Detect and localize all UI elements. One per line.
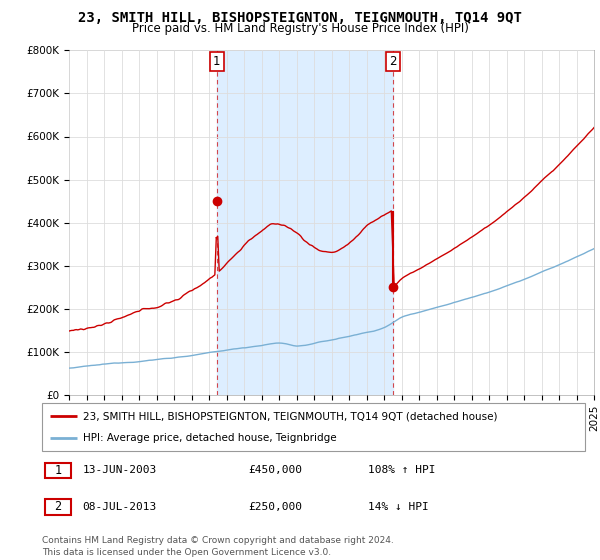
- FancyBboxPatch shape: [42, 403, 585, 451]
- Text: 23, SMITH HILL, BISHOPSTEIGNTON, TEIGNMOUTH, TQ14 9QT (detached house): 23, SMITH HILL, BISHOPSTEIGNTON, TEIGNMO…: [83, 411, 497, 421]
- Text: 13-JUN-2003: 13-JUN-2003: [83, 465, 157, 475]
- Text: 108% ↑ HPI: 108% ↑ HPI: [368, 465, 436, 475]
- Text: 08-JUL-2013: 08-JUL-2013: [83, 502, 157, 512]
- Text: 14% ↓ HPI: 14% ↓ HPI: [368, 502, 428, 512]
- Text: HPI: Average price, detached house, Teignbridge: HPI: Average price, detached house, Teig…: [83, 433, 337, 443]
- FancyBboxPatch shape: [45, 463, 71, 478]
- Text: 2: 2: [54, 500, 61, 514]
- Text: £250,000: £250,000: [248, 502, 302, 512]
- Text: 2: 2: [389, 55, 397, 68]
- Text: £450,000: £450,000: [248, 465, 302, 475]
- FancyBboxPatch shape: [45, 499, 71, 515]
- Bar: [217, 50, 393, 395]
- Text: Contains HM Land Registry data © Crown copyright and database right 2024.
This d: Contains HM Land Registry data © Crown c…: [42, 536, 394, 557]
- Text: 23, SMITH HILL, BISHOPSTEIGNTON, TEIGNMOUTH, TQ14 9QT: 23, SMITH HILL, BISHOPSTEIGNTON, TEIGNMO…: [78, 11, 522, 25]
- Text: 1: 1: [54, 464, 61, 477]
- Text: 1: 1: [213, 55, 221, 68]
- Text: Price paid vs. HM Land Registry's House Price Index (HPI): Price paid vs. HM Land Registry's House …: [131, 22, 469, 35]
